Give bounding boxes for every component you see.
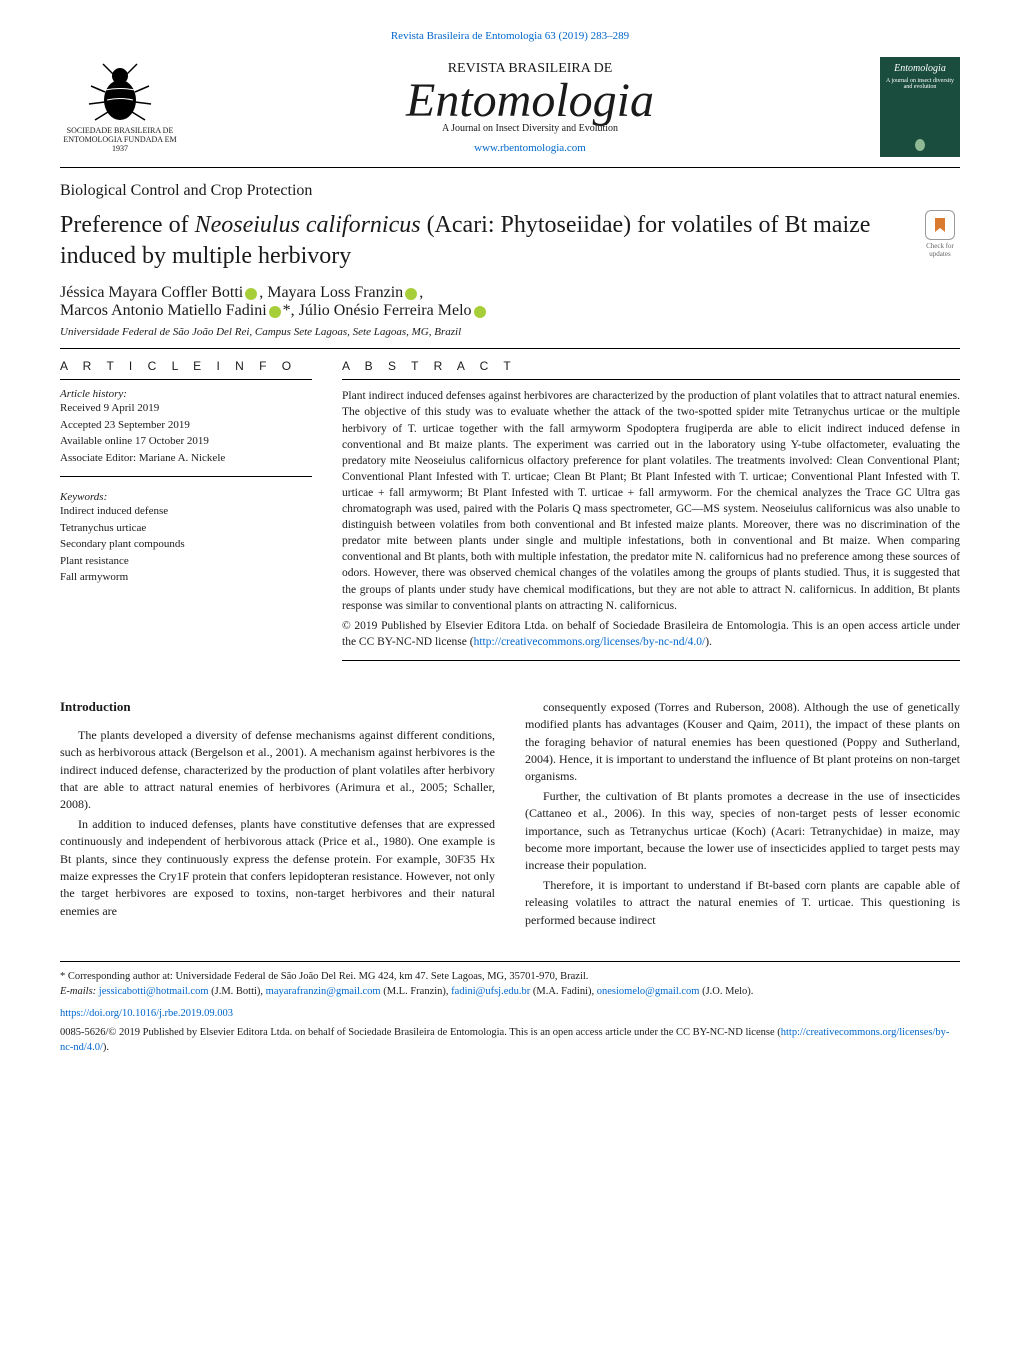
emails-label: E-mails: [60, 986, 99, 997]
top-citation: Revista Brasileira de Entomologia 63 (20… [60, 30, 960, 42]
email-author: (J.O. Melo). [699, 986, 753, 997]
emails-line: E-mails: jessicabotti@hotmail.com (J.M. … [60, 985, 960, 1000]
body-paragraph: Therefore, it is important to understand… [525, 877, 960, 929]
email-author: (M.L. Franzin), [381, 986, 452, 997]
author-sep: , [419, 284, 423, 301]
email-author: (J.M. Botti), [209, 986, 266, 997]
article-title: Preference of Neoseiulus californicus (A… [60, 210, 900, 272]
accepted-date: Accepted 23 September 2019 [60, 417, 312, 434]
keyword-item: Plant resistance [60, 553, 312, 570]
journal-name: Entomologia [180, 77, 880, 125]
cover-tagline: A journal on insect diversity and evolut… [886, 78, 954, 90]
journal-tagline: A Journal on Insect Diversity and Evolut… [180, 123, 880, 134]
intro-heading: Introduction [60, 699, 495, 715]
footer-copyright-prefix: 0085-5626/© 2019 Published by Elsevier E… [60, 1027, 781, 1038]
article-info: a r t i c l e i n f o Article history: R… [60, 359, 312, 669]
abstract-text: Plant indirect induced defenses against … [342, 388, 960, 613]
beetle-icon [85, 62, 155, 122]
divider [60, 348, 960, 349]
copyright-suffix: ). [705, 636, 712, 648]
article-section: Biological Control and Crop Protection [60, 182, 960, 200]
cover-title: Entomologia [886, 63, 954, 74]
keywords-label: Keywords: [60, 491, 312, 503]
body-paragraph: consequently exposed (Torres and Ruberso… [525, 699, 960, 786]
right-column: consequently exposed (Torres and Ruberso… [525, 699, 960, 931]
body-text: Introduction The plants developed a dive… [60, 699, 960, 931]
email-link[interactable]: jessicabotti@hotmail.com [99, 986, 209, 997]
journal-header: SOCIEDADE BRASILEIRA DE ENTOMOLOGIA FUND… [60, 57, 960, 157]
journal-cover-thumb: Entomologia A journal on insect diversit… [880, 57, 960, 157]
keyword-item: Indirect induced defense [60, 503, 312, 520]
body-paragraph: In addition to induced defenses, plants … [60, 816, 495, 920]
orcid-icon[interactable] [245, 288, 257, 300]
author-corr-mark: *, Júlio Onésio Ferreira Melo [283, 302, 472, 319]
corresponding-author: * Corresponding author at: Universidade … [60, 970, 960, 985]
check-updates-badge[interactable]: Check for updates [920, 210, 960, 258]
body-paragraph: Further, the cultivation of Bt plants pr… [525, 788, 960, 875]
author-sep: , Mayara Loss Franzin [259, 284, 403, 301]
orcid-icon[interactable] [405, 288, 417, 300]
abstract-copyright: © 2019 Published by Elsevier Editora Ltd… [342, 618, 960, 650]
affiliation: Universidade Federal de São João Del Rei… [60, 326, 960, 338]
footer: * Corresponding author at: Universidade … [60, 961, 960, 1055]
author-text-1: Jéssica Mayara Coffler Botti [60, 284, 243, 301]
email-link[interactable]: mayarafranzin@gmail.com [266, 986, 381, 997]
abstract: a b s t r a c t Plant indirect induced d… [342, 359, 960, 669]
society-logo: SOCIEDADE BRASILEIRA DE ENTOMOLOGIA FUND… [60, 62, 180, 153]
email-link[interactable]: onesiomelo@gmail.com [597, 986, 700, 997]
keyword-item: Fall armyworm [60, 569, 312, 586]
abstract-heading: a b s t r a c t [342, 359, 960, 373]
info-heading: a r t i c l e i n f o [60, 359, 312, 373]
doi-link[interactable]: https://doi.org/10.1016/j.rbe.2019.09.00… [60, 1007, 960, 1022]
left-column: Introduction The plants developed a dive… [60, 699, 495, 931]
author-text-2: Marcos Antonio Matiello Fadini [60, 302, 267, 319]
associate-editor: Associate Editor: Mariane A. Nickele [60, 450, 312, 467]
cover-beetle-icon [910, 135, 930, 151]
orcid-icon[interactable] [474, 306, 486, 318]
orcid-icon[interactable] [269, 306, 281, 318]
authors: Jéssica Mayara Coffler Botti , Mayara Los… [60, 284, 960, 320]
license-link[interactable]: http://creativecommons.org/licenses/by-n… [474, 636, 706, 648]
email-link[interactable]: fadini@ufsj.edu.br [451, 986, 530, 997]
divider [60, 167, 960, 168]
check-updates-label: Check for updates [926, 242, 954, 258]
body-paragraph: The plants developed a diversity of defe… [60, 727, 495, 814]
keyword-item: Secondary plant compounds [60, 536, 312, 553]
journal-title-block: REVISTA BRASILEIRA DE Entomologia A Jour… [180, 61, 880, 154]
footer-copyright-suffix: ). [103, 1042, 109, 1053]
footer-copyright: 0085-5626/© 2019 Published by Elsevier E… [60, 1026, 960, 1055]
journal-url-link[interactable]: www.rbentomologia.com [180, 142, 880, 154]
online-date: Available online 17 October 2019 [60, 433, 312, 450]
keyword-item: Tetranychus urticae [60, 520, 312, 537]
received-date: Received 9 April 2019 [60, 400, 312, 417]
bookmark-icon [931, 216, 949, 234]
email-author: (M.A. Fadini), [530, 986, 597, 997]
history-label: Article history: [60, 388, 312, 400]
society-name: SOCIEDADE BRASILEIRA DE ENTOMOLOGIA FUND… [60, 126, 180, 153]
